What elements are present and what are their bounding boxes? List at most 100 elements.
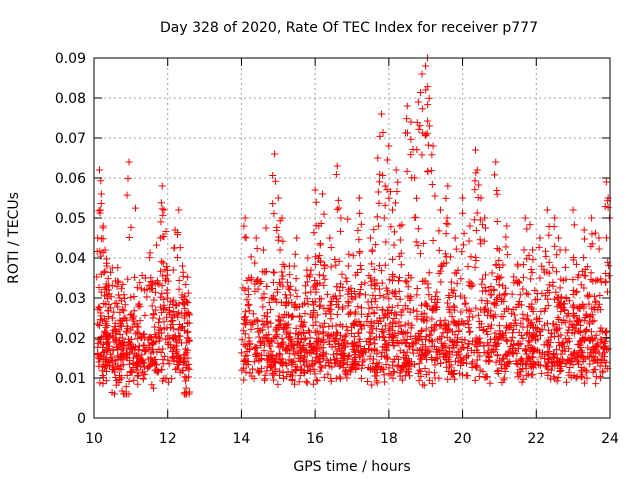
data-point [554, 325, 562, 333]
data-point [326, 234, 334, 242]
data-point [169, 317, 177, 325]
data-point [438, 347, 446, 355]
data-point [95, 354, 103, 362]
data-point [519, 285, 527, 293]
data-point [428, 151, 436, 159]
data-point [354, 226, 362, 234]
data-point [292, 366, 300, 374]
data-point [541, 355, 549, 363]
data-point [137, 363, 145, 371]
data-point [555, 357, 563, 365]
data-point [356, 248, 364, 256]
data-point [270, 376, 278, 384]
data-point [403, 278, 411, 286]
data-point [332, 171, 340, 179]
data-point [392, 293, 400, 301]
data-point [391, 199, 399, 207]
data-point [479, 221, 487, 229]
data-point [311, 186, 319, 194]
data-point [458, 248, 466, 256]
data-point [403, 102, 411, 110]
data-point [283, 278, 291, 286]
data-point [328, 343, 336, 351]
chart-title: Day 328 of 2020, Rate Of TEC Index for r… [160, 20, 538, 36]
data-point [405, 368, 413, 376]
data-point [319, 190, 327, 198]
data-point [605, 272, 613, 280]
data-point [380, 378, 388, 386]
x-axis-label: GPS time / hours [293, 459, 410, 475]
data-point [123, 191, 131, 199]
data-point [94, 320, 102, 328]
data-point [445, 293, 453, 301]
data-point [97, 309, 105, 317]
data-point [356, 209, 364, 217]
data-point [246, 369, 254, 377]
data-point [533, 328, 541, 336]
data-point [425, 122, 433, 130]
data-point [175, 206, 183, 214]
data-point [411, 360, 419, 368]
data-point [385, 364, 393, 372]
data-point [241, 286, 249, 294]
data-point [325, 323, 333, 331]
data-point [157, 348, 165, 356]
data-point [243, 357, 251, 365]
data-point [548, 329, 556, 337]
data-point [533, 295, 541, 303]
data-point [183, 319, 191, 327]
data-point [295, 378, 303, 386]
data-point [594, 303, 602, 311]
data-point [354, 303, 362, 311]
data-point [562, 295, 570, 303]
data-point [253, 244, 261, 252]
data-point [417, 345, 425, 353]
data-point [404, 328, 412, 336]
data-point [123, 371, 131, 379]
data-point [588, 240, 596, 248]
data-point [487, 324, 495, 332]
data-point [538, 349, 546, 357]
data-point [250, 375, 258, 383]
data-point [277, 359, 285, 367]
data-point [414, 98, 422, 106]
data-point [502, 329, 510, 337]
data-point [535, 317, 543, 325]
data-point [271, 177, 279, 185]
data-point [397, 311, 405, 319]
data-point [94, 349, 102, 357]
data-point [380, 334, 388, 342]
data-point [279, 272, 287, 280]
data-point [493, 341, 501, 349]
data-point [334, 196, 342, 204]
data-point [545, 231, 553, 239]
data-point [105, 300, 113, 308]
x-tick-label: 22 [527, 431, 545, 447]
data-point [542, 305, 550, 313]
data-point [481, 304, 489, 312]
data-point [259, 326, 267, 334]
data-point [394, 178, 402, 186]
data-point [336, 227, 344, 235]
y-tick-label: 0.09 [55, 51, 86, 67]
data-point [289, 372, 297, 380]
data-point [588, 214, 596, 222]
data-point [120, 291, 128, 299]
data-point [519, 375, 527, 383]
data-point [299, 344, 307, 352]
data-point [362, 337, 370, 345]
data-point [591, 229, 599, 237]
data-point [309, 380, 317, 388]
data-point [428, 181, 436, 189]
data-point [393, 352, 401, 360]
data-point [529, 256, 537, 264]
data-point [437, 321, 445, 329]
data-point [553, 346, 561, 354]
data-point [180, 358, 188, 366]
data-point [184, 354, 192, 362]
data-point [337, 214, 345, 222]
data-point [241, 342, 249, 350]
data-point [163, 324, 171, 332]
data-point [159, 272, 167, 280]
data-point [495, 246, 503, 254]
